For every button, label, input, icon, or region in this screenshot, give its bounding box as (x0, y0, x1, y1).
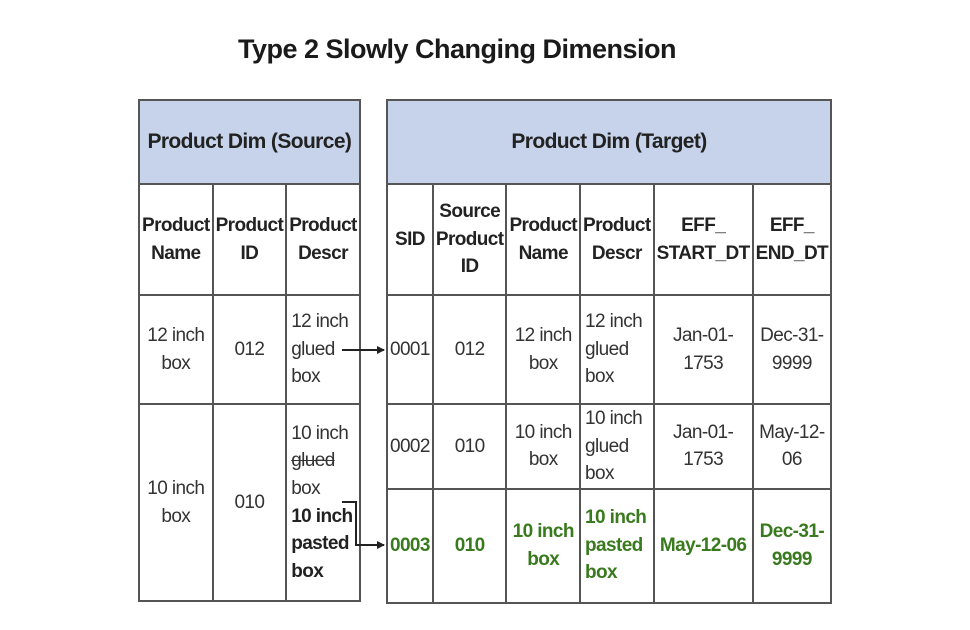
target-cell-name: 10 inch box (505, 487, 582, 604)
source-col-product-id: Product ID (211, 183, 288, 296)
target-cell-descr: 10 inch pasted box (579, 487, 655, 604)
source-descr-new: 10 inch pasted box (291, 505, 353, 582)
target-col-source-product-id: Source Product ID (431, 183, 508, 296)
source-col-product-name: Product Name (138, 183, 214, 296)
source-cell-id: 012 (211, 294, 288, 405)
source-cell-id: 010 (211, 403, 288, 602)
target-row: 0002 010 10 inch box 10 inch glued box J… (386, 403, 833, 490)
target-col-sid: SID (386, 183, 434, 296)
target-cell-sid: 0001 (386, 294, 434, 405)
target-col-eff-start-dt: EFF_ START_DT (652, 183, 754, 296)
target-cell-start: May-12-06 (652, 487, 754, 604)
source-table-header: Product Dim (Source) (138, 99, 361, 185)
target-row: 0001 012 12 inch box 12 inch glued box J… (386, 294, 833, 405)
target-col-eff-end-dt: EFF_ END_DT (751, 183, 833, 296)
target-cell-source-id: 012 (431, 294, 508, 405)
source-col-product-descr: Product Descr (285, 183, 361, 296)
target-cell-name: 10 inch box (505, 403, 582, 490)
target-cell-start: Jan-01-1753 (652, 403, 754, 490)
source-descr-old: 10 inch glued box (291, 422, 349, 499)
source-table: Product Dim (Source) Product Name Produc… (138, 99, 361, 602)
target-row-new: 0003 010 10 inch box 10 inch pasted box … (386, 487, 833, 604)
target-cell-sid: 0002 (386, 403, 434, 490)
target-table-header: Product Dim (Target) (385, 99, 833, 185)
target-col-product-name: Product Name (505, 183, 582, 296)
target-cell-descr: 10 inch glued box (579, 403, 655, 490)
target-table: Product Dim (Target) SID Source Product … (385, 99, 833, 604)
target-col-product-descr: Product Descr (579, 183, 655, 296)
target-cell-source-id: 010 (431, 487, 508, 604)
target-cell-end: Dec-31-9999 (751, 294, 833, 405)
target-cell-end: May-12-06 (751, 403, 833, 490)
target-cell-name: 12 inch box (505, 294, 582, 405)
target-cell-source-id: 010 (431, 403, 508, 490)
arrow-row-new (342, 501, 385, 549)
target-cell-start: Jan-01-1753 (652, 294, 754, 405)
target-cell-end: Dec-31-9999 (751, 487, 833, 604)
struck-word: glued (291, 450, 335, 472)
source-cell-name: 12 inch box (138, 294, 214, 405)
diagram-title: Type 2 Slowly Changing Dimension (237, 34, 677, 64)
source-cell-name: 10 inch box (138, 403, 214, 602)
target-cell-descr: 12 inch glued box (579, 294, 655, 405)
target-cell-sid: 0003 (386, 487, 434, 604)
